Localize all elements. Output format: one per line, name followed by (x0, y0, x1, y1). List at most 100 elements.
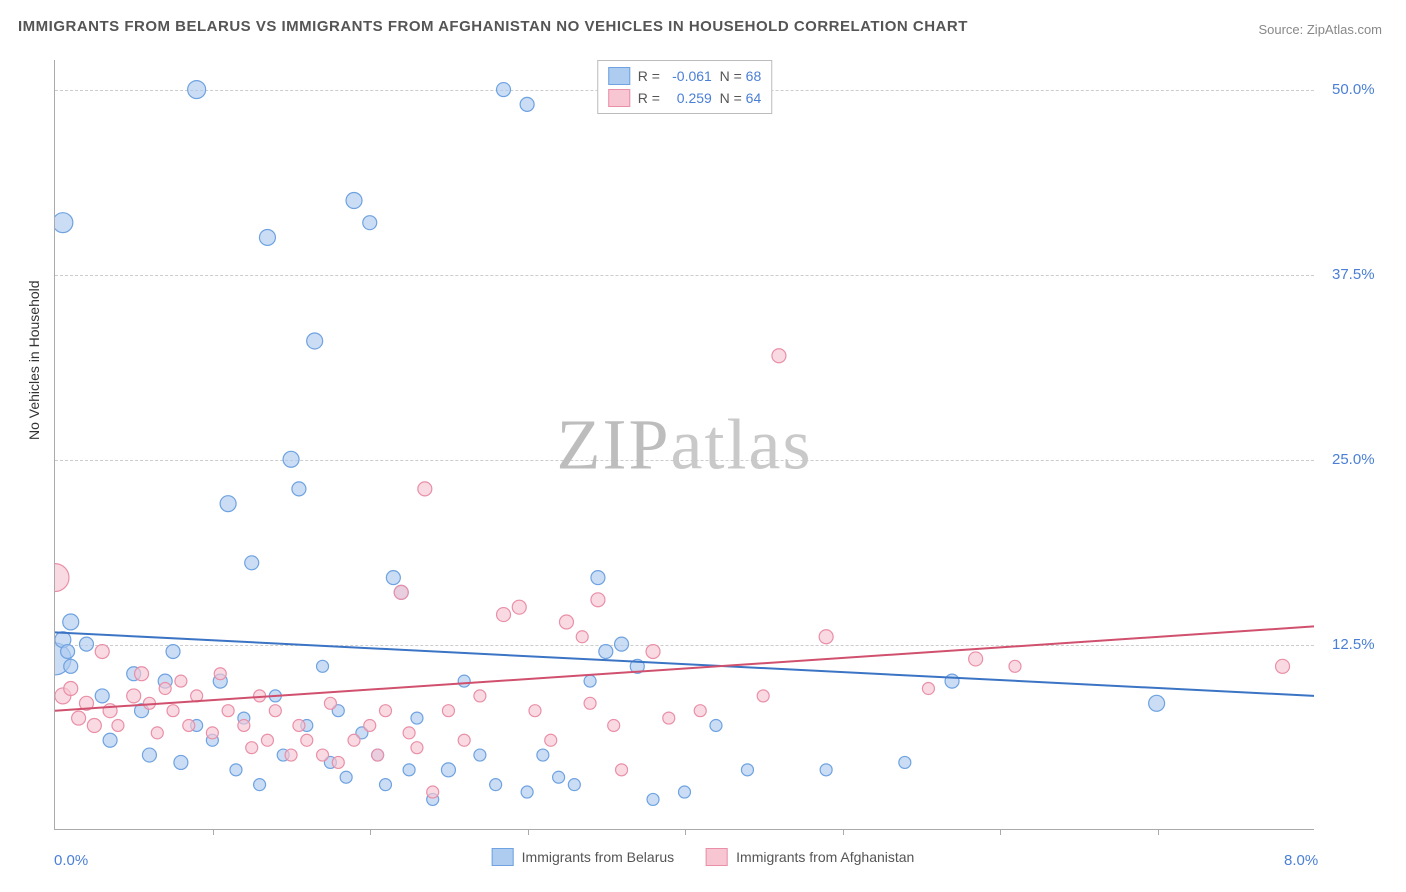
data-point (55, 213, 73, 233)
legend-series-label: Immigrants from Belarus (522, 849, 674, 865)
data-point (403, 764, 415, 776)
y-tick-label: 25.0% (1332, 451, 1375, 468)
data-point (772, 349, 786, 363)
data-point (95, 645, 109, 659)
data-point (379, 705, 391, 717)
data-point (174, 755, 188, 769)
legend-stat-text: R = -0.061 N = 68 (638, 68, 762, 84)
data-point (112, 719, 124, 731)
data-point (159, 683, 171, 695)
data-point (166, 645, 180, 659)
data-point (317, 660, 329, 672)
data-point (245, 556, 259, 570)
data-point (512, 600, 526, 614)
data-point (969, 652, 983, 666)
data-point (647, 793, 659, 805)
data-point (710, 719, 722, 731)
data-point (72, 711, 86, 725)
data-point (599, 645, 613, 659)
data-point (142, 748, 156, 762)
data-point (64, 682, 78, 696)
data-point (394, 585, 408, 599)
legend-series-label: Immigrants from Afghanistan (736, 849, 914, 865)
data-point (694, 705, 706, 717)
data-point (379, 779, 391, 791)
data-point (127, 689, 141, 703)
data-point (206, 727, 218, 739)
y-tick-label: 50.0% (1332, 81, 1375, 98)
data-point (372, 749, 384, 761)
data-point (269, 705, 281, 717)
data-point (254, 779, 266, 791)
data-point (292, 482, 306, 496)
data-point (151, 727, 163, 739)
legend-stats: R = -0.061 N = 68 R = 0.259 N = 64 (597, 60, 773, 114)
legend-swatch (608, 89, 630, 107)
data-point (238, 719, 250, 731)
data-point (183, 719, 195, 731)
data-point (584, 675, 596, 687)
data-point (340, 771, 352, 783)
data-point (301, 734, 313, 746)
source-attribution: Source: ZipAtlas.com (1258, 22, 1382, 37)
data-point (584, 697, 596, 709)
data-point (1009, 660, 1021, 672)
legend-swatch (706, 848, 728, 866)
data-point (283, 451, 299, 467)
data-point (490, 779, 502, 791)
data-point (364, 719, 376, 731)
legend-series-item: Immigrants from Afghanistan (706, 848, 914, 866)
data-point (167, 705, 179, 717)
data-point (616, 764, 628, 776)
data-point (324, 697, 336, 709)
data-point (741, 764, 753, 776)
chart-title: IMMIGRANTS FROM BELARUS VS IMMIGRANTS FR… (18, 18, 968, 35)
data-point (317, 749, 329, 761)
data-point (497, 83, 511, 97)
data-point (521, 786, 533, 798)
data-point (332, 756, 344, 768)
data-point (87, 718, 101, 732)
chart-svg (55, 60, 1314, 829)
data-point (363, 216, 377, 230)
y-tick-label: 37.5% (1332, 266, 1375, 283)
plot-area: ZIPatlas R = -0.061 N = 68R = 0.259 N = … (54, 60, 1314, 830)
data-point (55, 564, 69, 592)
data-point (1276, 659, 1290, 673)
data-point (608, 719, 620, 731)
data-point (103, 733, 117, 747)
data-point (63, 614, 79, 630)
data-point (246, 742, 258, 754)
data-point (307, 333, 323, 349)
data-point (559, 615, 573, 629)
legend-swatch (608, 67, 630, 85)
data-point (403, 727, 415, 739)
data-point (214, 668, 226, 680)
data-point (945, 674, 959, 688)
data-point (346, 193, 362, 209)
data-point (497, 608, 511, 622)
y-axis-title: No Vehicles in Household (26, 280, 42, 440)
data-point (520, 97, 534, 111)
data-point (285, 749, 297, 761)
data-point (442, 705, 454, 717)
data-point (757, 690, 769, 702)
data-point (474, 749, 486, 761)
data-point (819, 630, 833, 644)
data-point (820, 764, 832, 776)
legend-series-item: Immigrants from Belarus (492, 848, 674, 866)
data-point (591, 571, 605, 585)
data-point (537, 749, 549, 761)
data-point (411, 742, 423, 754)
legend-stat-row: R = -0.061 N = 68 (608, 65, 762, 87)
data-point (222, 705, 234, 717)
data-point (261, 734, 273, 746)
x-tick (528, 829, 529, 835)
data-point (95, 689, 109, 703)
legend-stat-row: R = 0.259 N = 64 (608, 87, 762, 109)
data-point (418, 482, 432, 496)
data-point (922, 683, 934, 695)
legend-swatch (492, 848, 514, 866)
data-point (576, 631, 588, 643)
data-point (61, 645, 75, 659)
